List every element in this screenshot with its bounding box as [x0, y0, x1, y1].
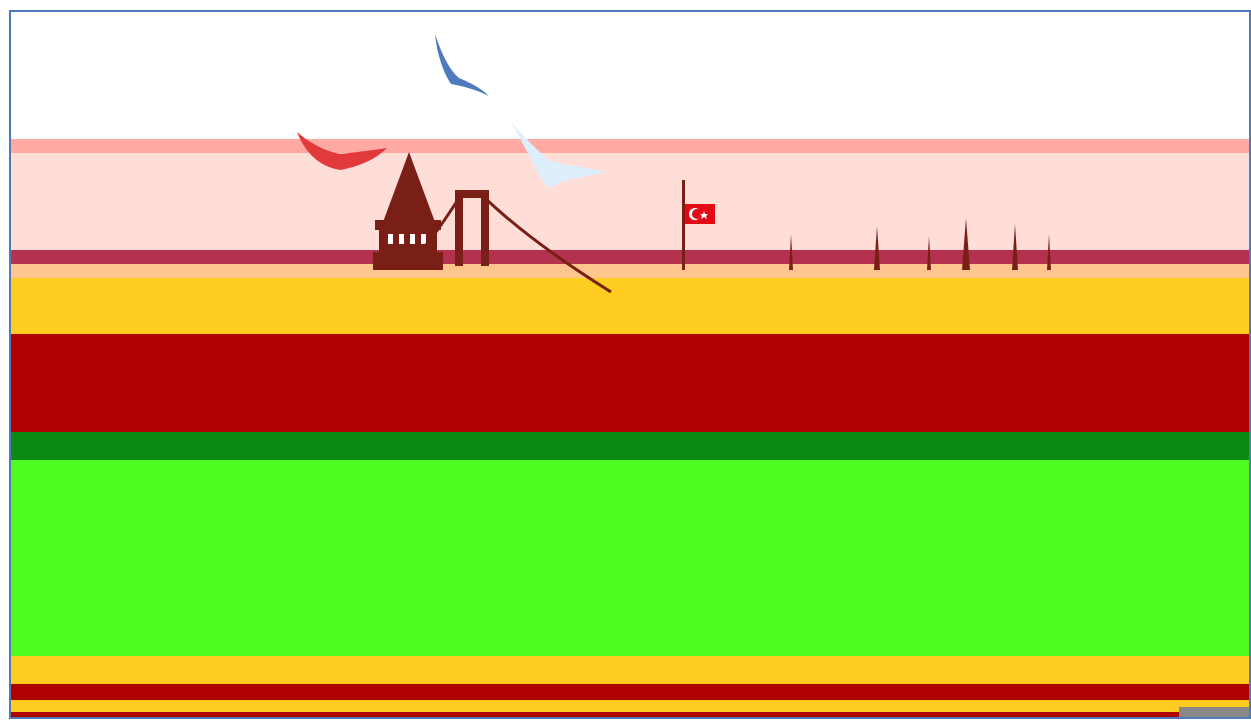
band-red-bottom	[11, 684, 1249, 700]
istanbul-skyline	[297, 34, 1051, 294]
band-yellow-bottom	[11, 656, 1249, 684]
seagull-icon	[511, 122, 607, 188]
band-dark-green	[11, 432, 1249, 460]
corner-strip	[1179, 707, 1249, 717]
band-maroon-line	[11, 250, 1249, 264]
band-yellow-strip	[11, 700, 1249, 712]
band-green	[11, 460, 1249, 656]
band-yellow-top	[11, 278, 1249, 334]
minarets	[789, 218, 1051, 270]
seagull-icon	[297, 132, 387, 170]
poster-frame	[9, 10, 1251, 719]
band-red	[11, 334, 1249, 432]
galata-tower-icon	[373, 152, 443, 270]
seagull-icon	[435, 34, 489, 96]
bosphorus-bridge-icon	[409, 190, 612, 294]
band-pink	[11, 153, 1249, 250]
band-peach	[11, 264, 1249, 278]
turkish-flag-icon	[682, 180, 715, 270]
band-red-strip	[11, 712, 1249, 717]
